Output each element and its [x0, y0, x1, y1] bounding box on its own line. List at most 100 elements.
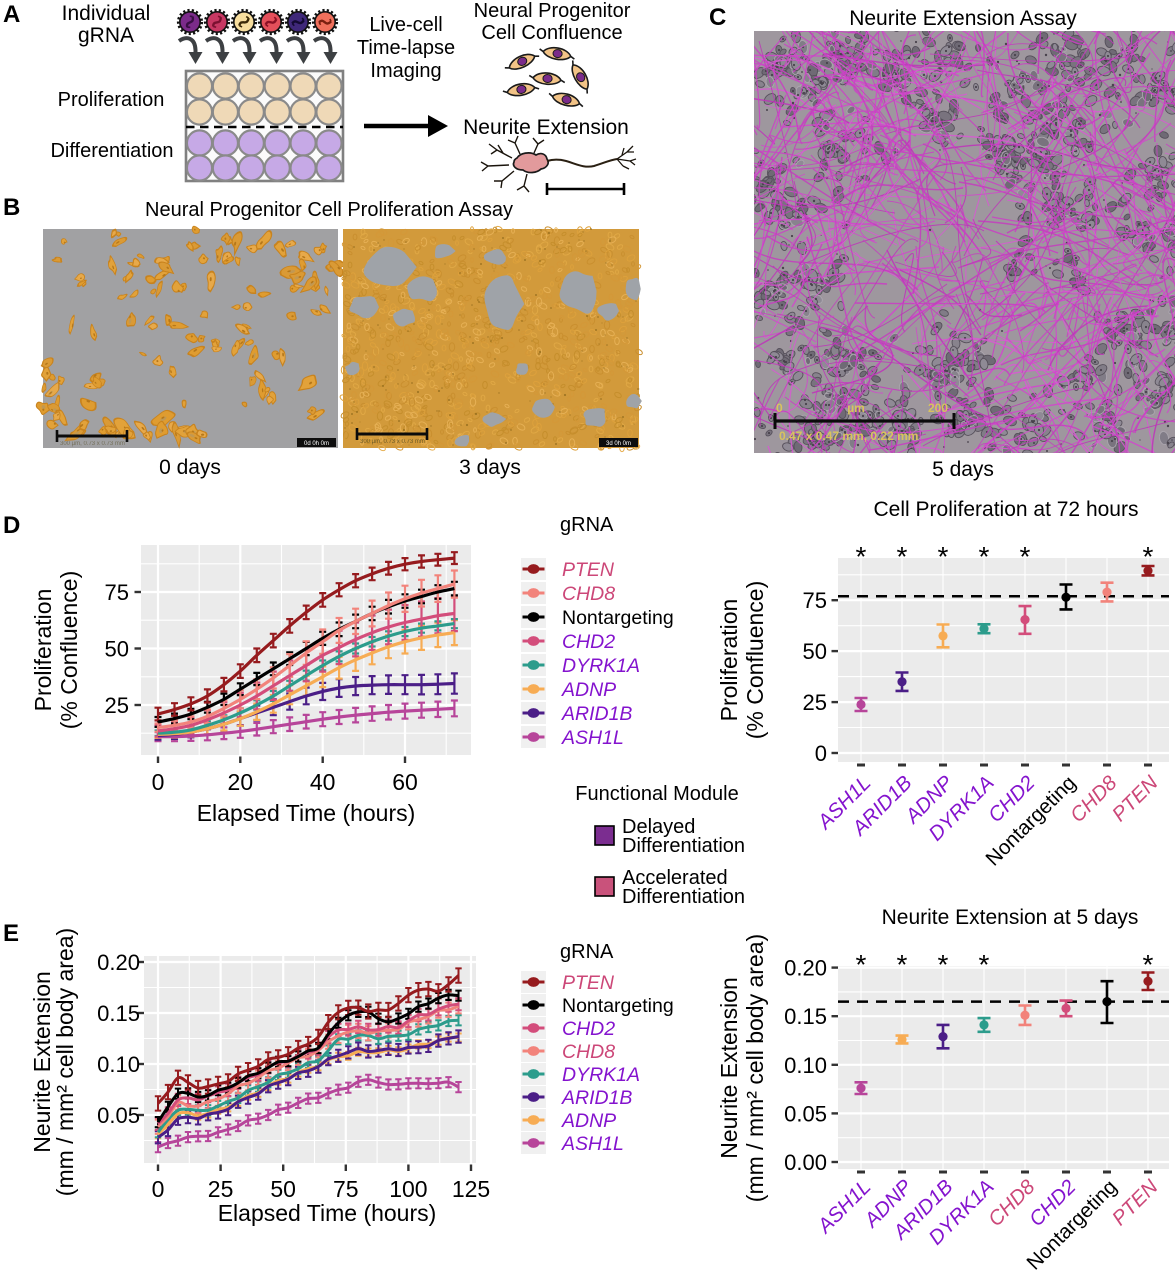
svg-text:3d 0h 0m: 3d 0h 0m	[606, 441, 631, 447]
svg-text:Functional Module: Functional Module	[575, 783, 738, 805]
svg-text:Nontargeting: Nontargeting	[562, 607, 674, 629]
svg-text:Differentiation: Differentiation	[50, 140, 173, 162]
svg-text:*: *	[1143, 541, 1154, 572]
svg-text:B: B	[3, 194, 20, 221]
svg-text:Neural Progenitor: Neural Progenitor	[474, 0, 631, 22]
svg-text:0.05: 0.05	[97, 1103, 140, 1128]
svg-text:0: 0	[152, 769, 165, 795]
svg-text:DYRK1A: DYRK1A	[562, 655, 640, 677]
svg-text:Proliferation: Proliferation	[58, 89, 165, 111]
svg-text:Neurite Extension at 5 days: Neurite Extension at 5 days	[882, 906, 1139, 929]
svg-text:ASH1L: ASH1L	[561, 1133, 624, 1155]
svg-text:ARID1B: ARID1B	[561, 1087, 632, 1109]
svg-text:75: 75	[333, 1176, 359, 1202]
svg-text:Cell Proliferation at 72 hours: Cell Proliferation at 72 hours	[874, 498, 1139, 521]
svg-text:Differentiation: Differentiation	[622, 835, 745, 857]
svg-text:PTEN: PTEN	[562, 559, 615, 581]
svg-text:A: A	[3, 1, 20, 28]
svg-text:Neurite Extension Assay: Neurite Extension Assay	[849, 7, 1077, 30]
svg-text:ASH1L: ASH1L	[561, 727, 624, 749]
svg-text:0.20: 0.20	[97, 950, 140, 975]
svg-text:*: *	[856, 541, 867, 572]
svg-text:ARID1B: ARID1B	[561, 703, 632, 725]
svg-text:DYRK1A: DYRK1A	[562, 1064, 640, 1086]
svg-text:Imaging: Imaging	[370, 60, 441, 82]
svg-text:Individual: Individual	[62, 2, 151, 25]
svg-text:200: 200	[928, 401, 948, 415]
svg-text:CHD8: CHD8	[562, 583, 615, 605]
svg-text:(% Confluence): (% Confluence)	[56, 571, 82, 730]
svg-text:40: 40	[310, 769, 336, 795]
svg-text:gRNA: gRNA	[560, 514, 614, 536]
svg-text:CHD2: CHD2	[562, 631, 615, 653]
svg-text:Time-lapse: Time-lapse	[357, 37, 455, 59]
svg-text:E: E	[3, 920, 19, 947]
svg-text:5 days: 5 days	[932, 458, 994, 481]
svg-text:0: 0	[776, 401, 783, 415]
svg-text:*: *	[979, 949, 990, 980]
svg-text:0.05: 0.05	[784, 1101, 827, 1126]
svg-text:Live-cell: Live-cell	[369, 14, 442, 36]
svg-text:Proliferation: Proliferation	[716, 599, 742, 722]
svg-text:25: 25	[208, 1176, 234, 1202]
svg-text:*: *	[1020, 541, 1031, 572]
svg-text:Nontargeting: Nontargeting	[562, 995, 674, 1017]
svg-text:0: 0	[152, 1176, 165, 1202]
svg-text:µm: µm	[847, 401, 865, 415]
svg-text:Elapsed Time (hours): Elapsed Time (hours)	[197, 800, 416, 826]
svg-text:25: 25	[105, 693, 129, 718]
svg-text:Elapsed Time (hours): Elapsed Time (hours)	[218, 1200, 437, 1226]
svg-text:Neurite Extension: Neurite Extension	[463, 116, 629, 139]
svg-text:0.00: 0.00	[784, 1150, 827, 1175]
svg-text:ADNP: ADNP	[561, 1110, 616, 1132]
svg-text:50: 50	[270, 1176, 296, 1202]
svg-text:0.47 x 0.47 mm, 0.22 mm: 0.47 x 0.47 mm, 0.22 mm	[779, 429, 918, 443]
svg-text:PTEN: PTEN	[1108, 1175, 1163, 1230]
svg-text:*: *	[897, 949, 908, 980]
svg-text:Delayed: Delayed	[622, 816, 695, 838]
svg-text:Cell Confluence: Cell Confluence	[481, 22, 622, 44]
svg-text:0.10: 0.10	[97, 1052, 140, 1077]
svg-text:300 µm, 0.73 x 0.73 mm: 300 µm, 0.73 x 0.73 mm	[360, 439, 425, 445]
svg-text:300 µm, 0.73 x 0.73 mm: 300 µm, 0.73 x 0.73 mm	[60, 441, 125, 447]
svg-text:CHD2: CHD2	[562, 1018, 615, 1040]
svg-text:Neural Progenitor Cell Prolife: Neural Progenitor Cell Proliferation Ass…	[145, 199, 513, 221]
svg-text:0d 0h 0m: 0d 0h 0m	[304, 441, 329, 447]
svg-text:0.10: 0.10	[784, 1053, 827, 1078]
svg-text:100: 100	[389, 1176, 427, 1202]
svg-text:*: *	[938, 949, 949, 980]
svg-text:50: 50	[803, 639, 827, 664]
svg-text:75: 75	[803, 588, 827, 613]
svg-text:CHD8: CHD8	[562, 1041, 615, 1063]
svg-text:0: 0	[815, 741, 827, 766]
svg-text:*: *	[938, 541, 949, 572]
svg-text:*: *	[979, 541, 990, 572]
svg-text:(mm / mm² cell body area): (mm / mm² cell body area)	[52, 928, 78, 1196]
svg-text:20: 20	[228, 769, 254, 795]
svg-text:60: 60	[392, 769, 418, 795]
svg-text:*: *	[856, 949, 867, 980]
svg-text:Differentiation: Differentiation	[622, 886, 745, 908]
svg-text:PTEN: PTEN	[1108, 771, 1163, 826]
svg-text:Neurite Extension: Neurite Extension	[716, 977, 742, 1159]
svg-text:ASH1L: ASH1L	[812, 1175, 876, 1239]
svg-text:50: 50	[105, 637, 129, 662]
svg-text:25: 25	[803, 690, 827, 715]
svg-text:gRNA: gRNA	[560, 941, 614, 963]
svg-text:75: 75	[105, 580, 129, 605]
svg-text:D: D	[3, 512, 20, 539]
svg-text:0.15: 0.15	[97, 1001, 140, 1026]
svg-text:Accelerated: Accelerated	[622, 867, 728, 889]
svg-text:3 days: 3 days	[459, 456, 521, 479]
svg-text:*: *	[1143, 949, 1154, 980]
svg-text:ADNP: ADNP	[561, 679, 616, 701]
svg-text:PTEN: PTEN	[562, 972, 615, 994]
svg-text:(mm / mm² cell body area): (mm / mm² cell body area)	[742, 934, 768, 1202]
svg-text:(% Confluence): (% Confluence)	[742, 581, 768, 740]
svg-text:0.15: 0.15	[784, 1004, 827, 1029]
svg-text:125: 125	[452, 1176, 490, 1202]
svg-text:Proliferation: Proliferation	[30, 589, 56, 712]
svg-text:Neurite Extension: Neurite Extension	[29, 971, 55, 1153]
svg-text:CHD8: CHD8	[1066, 771, 1122, 827]
svg-text:0.20: 0.20	[784, 956, 827, 981]
